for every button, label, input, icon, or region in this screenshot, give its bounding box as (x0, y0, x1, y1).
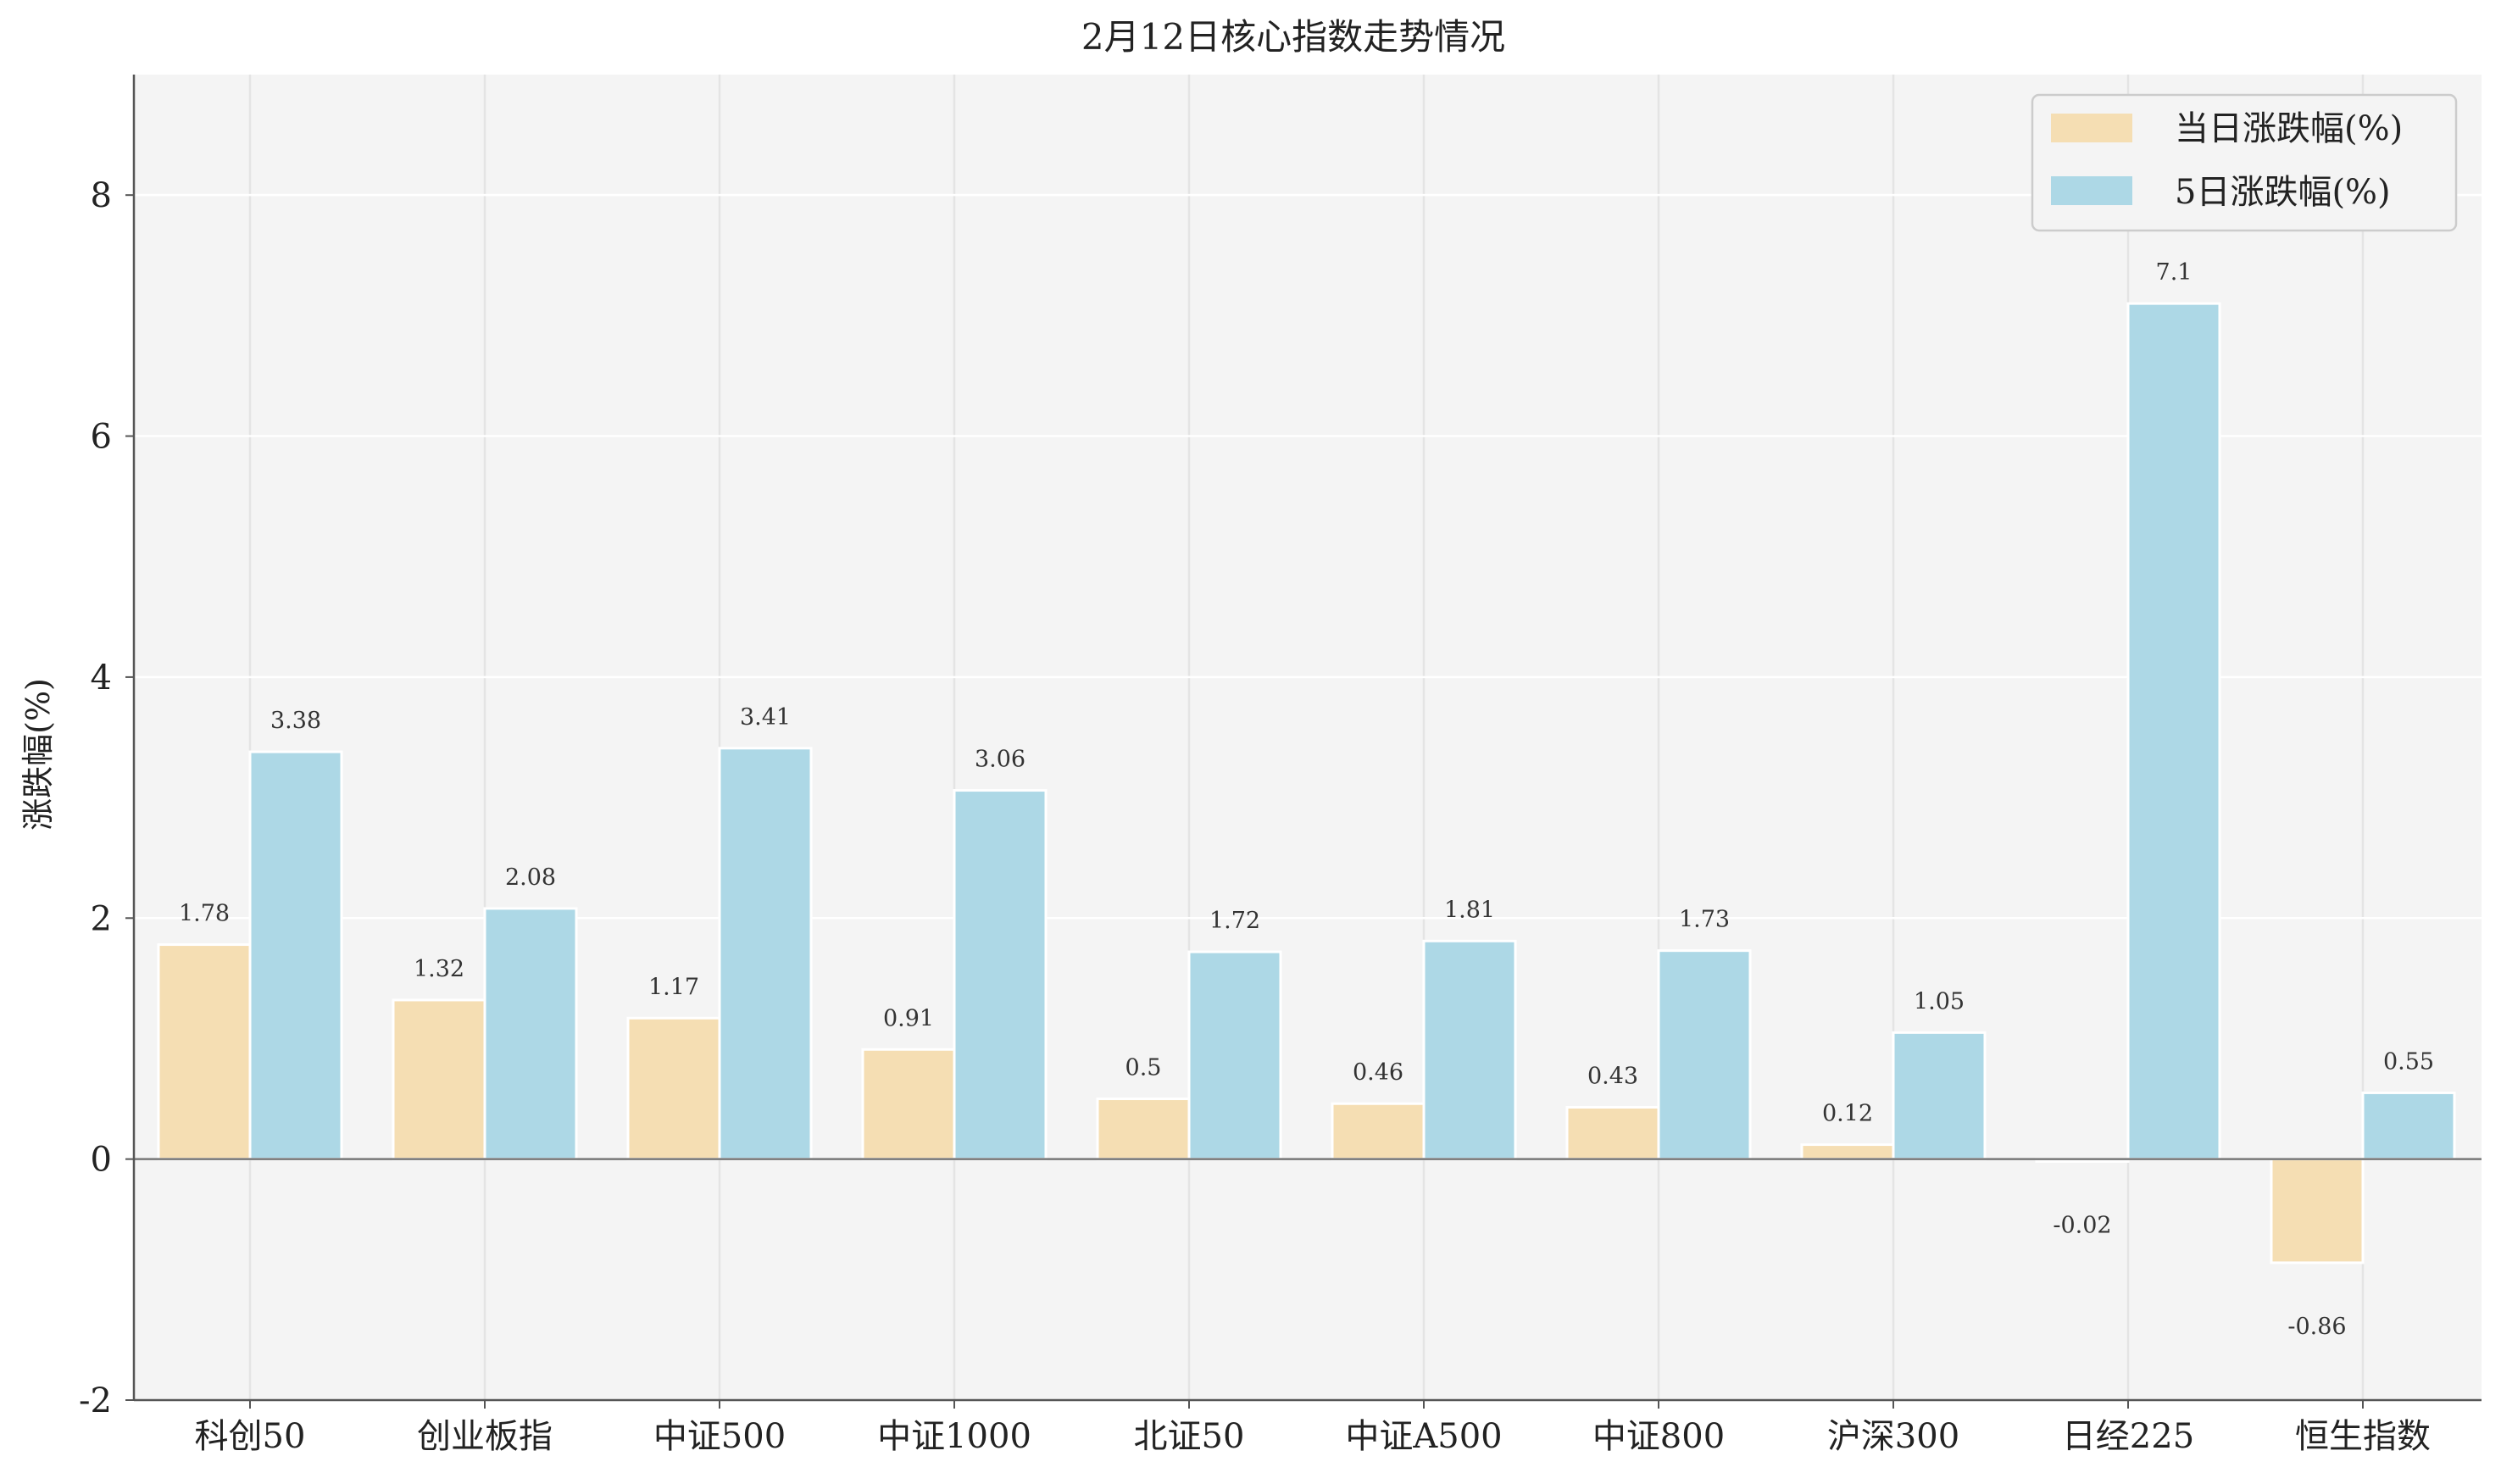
bar-daily (861, 1048, 956, 1161)
data-label-5day: 1.73 (1679, 907, 1730, 933)
bar-daily (1096, 1098, 1191, 1161)
x-tick-label: 创业板指 (417, 1417, 553, 1456)
legend: 当日涨跌幅(%) 5日涨跌幅(%) (2031, 93, 2458, 232)
x-tick-label: 恒生指数 (2295, 1417, 2431, 1456)
y-tick-label: 0 (91, 1141, 112, 1180)
bars-group (157, 302, 2456, 1264)
data-labels-group: 1.78 3.38 1.32 2.08 1.17 3.41 0.91 3.06 0.5 1.72 0… (179, 259, 2434, 1340)
bar-daily (392, 998, 486, 1161)
data-label-daily: -0.86 (2287, 1314, 2346, 1340)
data-label-daily: 0.46 (1353, 1059, 1403, 1086)
bar-5day (953, 789, 1048, 1161)
y-axis-label: 涨跌幅(%) (19, 678, 57, 831)
data-label-5day: 1.72 (1209, 908, 1260, 934)
bar-daily (1800, 1143, 1895, 1161)
data-label-5day: 3.06 (975, 747, 1025, 773)
bar-5day (1187, 950, 1282, 1161)
x-tick-label: 中证A500 (1345, 1417, 1502, 1456)
data-label-daily: 0.12 (1822, 1101, 1873, 1127)
y-tick-label: 8 (91, 176, 112, 215)
bar-daily (157, 943, 252, 1161)
data-label-5day: 1.05 (1914, 988, 1965, 1014)
bar-5day (1892, 1031, 1987, 1161)
x-tick-label: 中证800 (1592, 1417, 1725, 1456)
legend-swatch-daily (2051, 114, 2132, 142)
y-tick-label: 4 (91, 659, 112, 698)
bar-5day (1657, 949, 1752, 1161)
data-label-daily: 0.43 (1587, 1063, 1638, 1089)
data-label-daily: 0.91 (883, 1005, 934, 1031)
y-tick-label: 6 (91, 418, 112, 457)
bar-5day (1422, 939, 1517, 1161)
data-label-daily: 1.78 (179, 901, 230, 927)
chart-title: 2月12日核心指数走势情况 (1081, 16, 1505, 58)
bar-5day (483, 907, 578, 1161)
bar-5day (2126, 302, 2221, 1161)
data-label-5day: 1.81 (1444, 897, 1495, 923)
legend-label-daily: 当日涨跌幅(%) (2175, 109, 2403, 148)
data-label-5day: 2.08 (505, 864, 556, 891)
legend-swatch-5day (2051, 176, 2132, 205)
x-axis-ticks: 科创50 创业板指 中证500 中证1000 北证50 中证A500 中证800 沪深300 日… (195, 1400, 2431, 1456)
data-label-5day: 3.38 (270, 708, 321, 734)
plot-background (134, 75, 2482, 1400)
x-tick-label: 北证50 (1134, 1417, 1245, 1456)
x-tick-label: 中证500 (653, 1417, 786, 1456)
vertical-gridlines (248, 75, 2365, 1400)
data-label-daily: -0.02 (2053, 1212, 2111, 1238)
data-label-5day: 3.41 (740, 704, 791, 731)
x-tick-label: 科创50 (195, 1417, 306, 1456)
y-axis-ticks: -2 0 2 4 6 8 (79, 176, 134, 1420)
bar-daily (2270, 1158, 2365, 1264)
data-label-5day: 0.55 (2383, 1048, 2434, 1075)
legend-box (2031, 93, 2458, 232)
data-label-5day: 7.1 (2156, 259, 2193, 286)
bar-5day (248, 750, 343, 1161)
data-label-daily: 1.17 (648, 974, 699, 1000)
x-tick-label: 中证1000 (877, 1417, 1031, 1456)
legend-label-5day: 5日涨跌幅(%) (2175, 173, 2391, 212)
y-tick-label: 2 (91, 899, 112, 938)
data-label-daily: 1.32 (414, 956, 464, 982)
x-tick-label: 日经225 (2062, 1417, 2194, 1456)
bar-5day (2361, 1091, 2456, 1161)
y-tick-label: -2 (79, 1381, 112, 1420)
bar-daily (626, 1016, 721, 1161)
bar-daily (1565, 1105, 1660, 1161)
data-label-daily: 0.5 (1125, 1055, 1162, 1081)
bar-daily (1331, 1102, 1426, 1161)
x-tick-label: 沪深300 (1827, 1417, 1959, 1456)
bar-5day (718, 747, 813, 1161)
